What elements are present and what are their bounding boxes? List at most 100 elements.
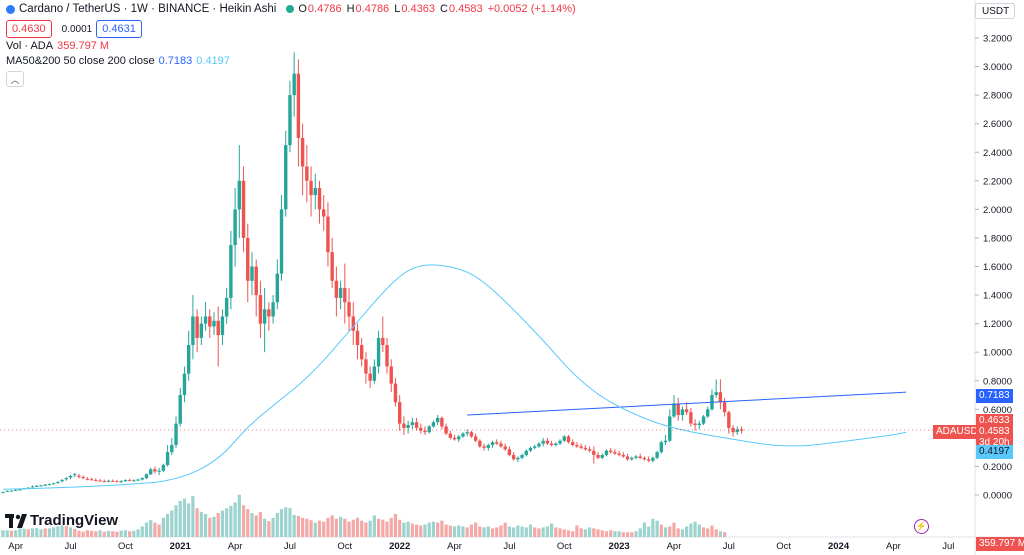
y-tick-label: 1.4000 xyxy=(983,291,1012,302)
candle-body xyxy=(608,450,613,453)
candle-body xyxy=(490,442,495,446)
volume-bar xyxy=(482,527,486,537)
volume-bar xyxy=(474,522,478,537)
volume-bar xyxy=(419,525,423,537)
candle-body xyxy=(1,492,5,494)
close-label: C xyxy=(439,3,448,15)
x-tick-label: Apr xyxy=(886,541,901,552)
ma200-price-tag: 0.4197 xyxy=(976,445,1013,459)
candle-body xyxy=(423,430,427,433)
tradingview-logo-icon xyxy=(5,513,27,528)
y-tick-label: 2.6000 xyxy=(983,119,1012,130)
candle-body xyxy=(351,316,355,331)
buy-button[interactable]: 0.4631 xyxy=(96,20,142,38)
candle-body xyxy=(317,187,322,210)
volume-bar xyxy=(710,525,714,537)
candle-body xyxy=(73,474,77,476)
candle-body xyxy=(288,95,292,146)
candle-body xyxy=(313,187,317,196)
volume-bar xyxy=(187,503,191,537)
lightning-icon[interactable]: ⚡ xyxy=(914,519,929,534)
x-tick-label: 2024 xyxy=(828,541,850,552)
symbol-title[interactable]: Cardano / TetherUS · 1W · BINANCE · Heik… xyxy=(19,3,277,15)
volume-bar xyxy=(410,523,414,537)
volume-bar xyxy=(212,516,216,537)
candle-body xyxy=(613,452,617,454)
candle-body xyxy=(216,320,220,336)
x-tick-label: Oct xyxy=(118,541,133,552)
ma-legend[interactable]: MA50&200 50 close 200 close 0.7183 0.419… xyxy=(6,55,234,67)
tradingview-watermark[interactable]: TradingView xyxy=(5,512,118,529)
y-tick-label: 2.2000 xyxy=(983,176,1012,187)
currency-selector[interactable]: USDT xyxy=(975,3,1015,19)
volume-bar xyxy=(668,526,672,537)
candle-body xyxy=(132,480,136,482)
candle-body xyxy=(473,436,478,441)
y-tick-label: 0.8000 xyxy=(983,376,1012,387)
candle-body xyxy=(89,479,94,481)
candle-body xyxy=(689,412,693,424)
candle-body xyxy=(250,266,254,281)
volume-bar xyxy=(208,517,212,537)
candle-body xyxy=(389,366,393,384)
candle-body xyxy=(431,422,436,427)
volume-bar xyxy=(119,530,123,537)
volume-bar xyxy=(376,518,381,537)
volume-bar xyxy=(617,531,621,537)
volume-bar xyxy=(90,530,94,537)
volume-bar xyxy=(229,505,233,537)
volume-bar xyxy=(478,526,482,537)
candle-body xyxy=(638,456,642,458)
symbol-price-tag: ADAUSDT xyxy=(933,425,987,439)
candle-body xyxy=(322,209,326,217)
volume-bar xyxy=(634,531,638,537)
candle-body xyxy=(516,457,520,460)
candle-body xyxy=(326,216,330,253)
volume-bar xyxy=(558,528,562,537)
high-label: H xyxy=(346,3,355,15)
open-label: O xyxy=(298,3,307,15)
candle-body xyxy=(309,180,313,196)
volume-legend[interactable]: Vol · ADA 359.797 M xyxy=(6,40,113,52)
volume-bar xyxy=(153,522,157,537)
volume-bar xyxy=(322,521,326,537)
y-tick-label: 0.0000 xyxy=(983,491,1012,502)
x-tick-label: Apr xyxy=(667,541,682,552)
volume-bar xyxy=(554,527,558,537)
y-tick-label: 1.2000 xyxy=(983,319,1012,330)
volume-bar xyxy=(398,519,402,537)
candle-body xyxy=(115,481,119,483)
brand-name: TradingView xyxy=(30,512,119,529)
candle-body xyxy=(722,402,727,413)
volume-bar xyxy=(195,508,199,537)
x-tick-label: Jul xyxy=(723,541,735,552)
volume-bar xyxy=(309,520,313,537)
candle-body xyxy=(182,373,187,396)
x-tick-label: 2021 xyxy=(170,541,192,552)
volume-bar xyxy=(351,519,355,537)
collapse-legend-button[interactable]: ︿ xyxy=(6,71,24,87)
volume-bar xyxy=(701,527,706,537)
candle-body xyxy=(13,489,18,491)
sell-button[interactable]: 0.4630 xyxy=(6,20,52,38)
volume-bar xyxy=(364,522,368,537)
candle-body xyxy=(406,425,410,428)
candle-body xyxy=(153,469,157,472)
y-tick-label: 1.6000 xyxy=(983,262,1012,273)
volume-bar xyxy=(714,529,718,537)
candle-body xyxy=(360,345,364,360)
volume-bar xyxy=(292,514,296,537)
x-tick-label: Jul xyxy=(503,541,515,552)
volume-bar xyxy=(507,526,511,537)
candle-body xyxy=(528,447,533,451)
price-axis[interactable]: 3.2000 3.0000 2.8000 2.6000 2.4000 2.2000 2.00… xyxy=(975,34,1012,502)
high-value: 0.4786 xyxy=(355,3,390,15)
time-axis[interactable]: Apr Jul Oct 2021 Apr Jul Oct 2022 Apr Jul Oct 2023 A… xyxy=(8,541,954,552)
volume-bar xyxy=(465,527,469,537)
volume-bar xyxy=(301,517,305,537)
candle-body xyxy=(735,429,739,433)
volume-bar xyxy=(296,515,300,537)
candle-body xyxy=(680,409,685,416)
volume-bar xyxy=(128,531,132,537)
